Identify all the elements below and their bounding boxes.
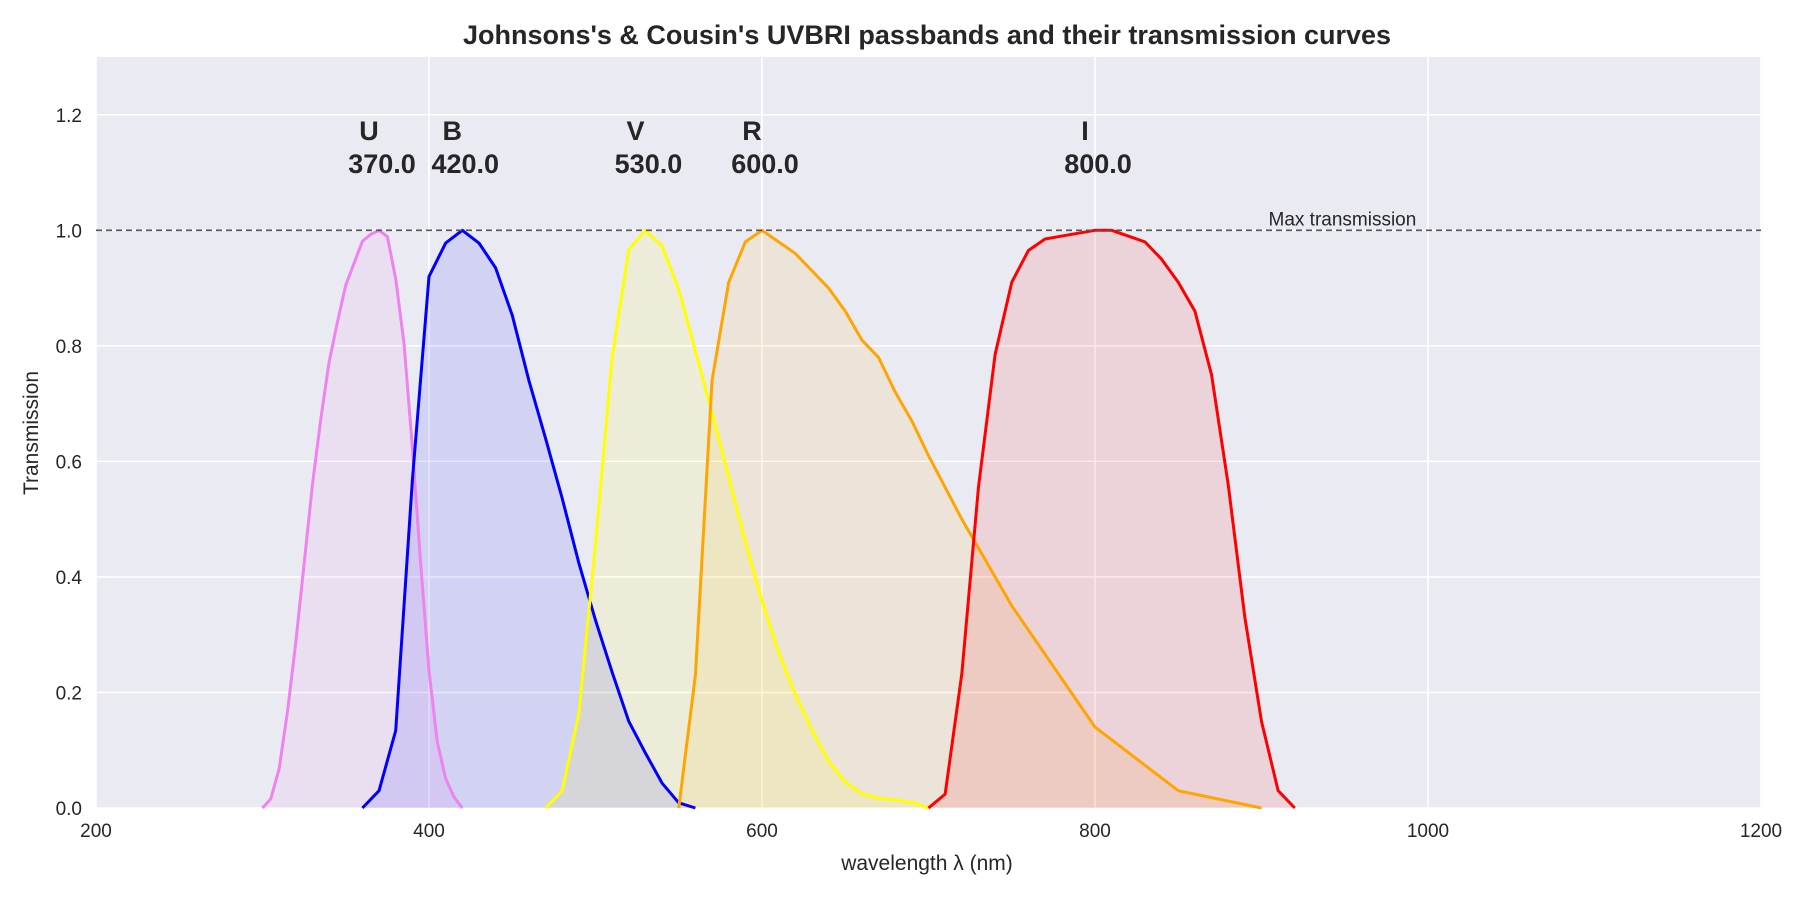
x-axis-label: wavelength λ (nm) — [840, 852, 1013, 875]
y-tick-label: 1.0 — [56, 221, 82, 242]
grid-layer — [95, 57, 1762, 809]
band-name-B: B — [443, 116, 463, 146]
tick-label-layer: 200 400 600 800 1000 1200 0.0 0.2 0.4 0.6 0.8 1.0 1.… — [56, 106, 1783, 842]
x-tick-label: 800 — [1079, 821, 1111, 842]
band-fill-I — [928, 230, 1295, 808]
y-tick-label: 0.8 — [56, 337, 82, 358]
band-wavelength-V: 530.0 — [615, 149, 683, 179]
y-tick-label: 0.6 — [56, 452, 82, 473]
fill-layer — [262, 230, 1295, 808]
y-tick-label: 0.4 — [56, 568, 83, 589]
band-curve-B — [361, 228, 696, 810]
x-tick-label: 200 — [80, 821, 112, 842]
reference-layer: Max transmission — [96, 209, 1761, 232]
band-fill-B — [362, 230, 696, 808]
band-name-I: I — [1081, 116, 1089, 146]
band-wavelength-U: 370.0 — [348, 149, 416, 179]
plot-area — [96, 57, 1761, 808]
chart-title: Johnsons's & Cousin's UVBRI passbands an… — [463, 20, 1391, 50]
y-tick-label: 1.2 — [56, 106, 82, 127]
y-axis-label: Transmission — [20, 371, 43, 495]
y-tick-label: 0.2 — [56, 683, 82, 704]
band-wavelength-R: 600.0 — [731, 149, 799, 179]
band-name-R: R — [742, 116, 762, 146]
max-transmission-label: Max transmission — [1269, 209, 1417, 230]
line-layer — [261, 228, 1296, 810]
x-tick-label: 400 — [413, 821, 445, 842]
x-tick-label: 1000 — [1407, 821, 1449, 842]
x-tick-label: 600 — [746, 821, 778, 842]
band-name-U: U — [359, 116, 379, 146]
band-name-V: V — [626, 116, 644, 146]
plot-background-layer — [96, 57, 1761, 808]
band-curve-U — [261, 228, 464, 810]
band-fill-R — [678, 230, 1262, 808]
x-tick-label: 1200 — [1740, 821, 1782, 842]
band-wavelength-I: 800.0 — [1064, 149, 1132, 179]
band-fill-U — [262, 230, 463, 808]
band-curve-R — [677, 228, 1262, 810]
y-tick-label: 0.0 — [56, 799, 82, 820]
band-curve-V — [544, 228, 929, 810]
band-wavelength-B: 420.0 — [432, 149, 500, 179]
band-fill-V — [545, 230, 929, 808]
